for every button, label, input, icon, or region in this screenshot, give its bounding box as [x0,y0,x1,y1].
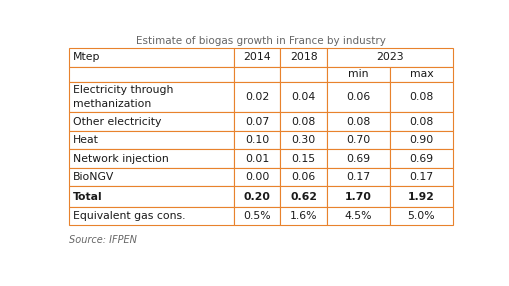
Bar [280,186,327,207]
Bar [327,207,390,225]
Bar [234,149,280,168]
Bar [234,131,280,149]
Bar [280,112,327,131]
Text: 0.90: 0.90 [409,135,434,145]
Text: min: min [348,69,369,79]
Text: 0.06: 0.06 [292,172,316,182]
Bar [69,207,234,225]
Bar [280,82,327,112]
Text: 0.62: 0.62 [290,192,317,202]
Text: 4.5%: 4.5% [345,211,372,221]
Bar [327,67,390,82]
Text: Heat: Heat [73,135,98,145]
Bar [390,131,453,149]
Bar [390,186,453,207]
Text: 0.20: 0.20 [244,192,271,202]
Text: 0.08: 0.08 [409,117,434,126]
Bar [234,48,280,67]
Bar [390,67,453,82]
Bar [390,112,453,131]
Bar [280,207,327,225]
Bar [327,186,390,207]
Bar [234,82,280,112]
Bar [390,82,453,112]
Bar [327,149,390,168]
Text: 0.08: 0.08 [409,92,434,102]
Text: 0.17: 0.17 [409,172,434,182]
Bar [280,168,327,186]
Text: 0.69: 0.69 [346,154,371,164]
Text: Equivalent gas cons.: Equivalent gas cons. [73,211,185,221]
Bar [69,186,234,207]
Text: 0.00: 0.00 [245,172,270,182]
Text: 0.30: 0.30 [292,135,316,145]
Bar [390,149,453,168]
Bar [327,131,390,149]
Text: 0.06: 0.06 [346,92,371,102]
Bar [234,168,280,186]
Text: 0.08: 0.08 [292,117,316,126]
Bar [234,207,280,225]
Text: 0.17: 0.17 [346,172,371,182]
Bar [280,67,327,82]
Text: 0.5%: 0.5% [244,211,271,221]
Bar [327,48,453,67]
Bar [234,67,280,82]
Text: 0.70: 0.70 [346,135,371,145]
Text: 0.10: 0.10 [245,135,270,145]
Bar [69,82,234,112]
Bar [327,168,390,186]
Bar [390,207,453,225]
Text: 0.69: 0.69 [409,154,434,164]
Bar [234,112,280,131]
Bar [69,67,234,82]
Text: 1.92: 1.92 [408,192,435,202]
Text: 5.0%: 5.0% [408,211,435,221]
Bar [280,131,327,149]
Text: Total: Total [73,192,102,202]
Text: Estimate of biogas growth in France by industry: Estimate of biogas growth in France by i… [136,36,386,46]
Text: 1.6%: 1.6% [290,211,317,221]
Text: BioNGV: BioNGV [73,172,114,182]
Text: Other electricity: Other electricity [73,117,161,126]
Bar [69,131,234,149]
Text: 0.07: 0.07 [245,117,270,126]
Text: Electricity through
methanization: Electricity through methanization [73,86,173,109]
Bar [69,48,234,67]
Text: max: max [410,69,433,79]
Text: 0.01: 0.01 [245,154,270,164]
Bar [390,168,453,186]
Bar [69,168,234,186]
Bar [234,186,280,207]
Text: 2023: 2023 [376,52,404,62]
Bar [280,149,327,168]
Text: 0.02: 0.02 [245,92,270,102]
Bar [327,82,390,112]
Text: 1.70: 1.70 [345,192,372,202]
Text: 0.15: 0.15 [292,154,316,164]
Bar [280,48,327,67]
Bar [69,112,234,131]
Text: 0.04: 0.04 [292,92,316,102]
Text: Source: IFPEN: Source: IFPEN [69,235,136,245]
Text: 0.08: 0.08 [346,117,371,126]
Bar [69,149,234,168]
Text: Network injection: Network injection [73,154,168,164]
Text: 2014: 2014 [244,52,271,62]
Bar [327,112,390,131]
Text: 2018: 2018 [290,52,318,62]
Text: Mtep: Mtep [73,52,100,62]
